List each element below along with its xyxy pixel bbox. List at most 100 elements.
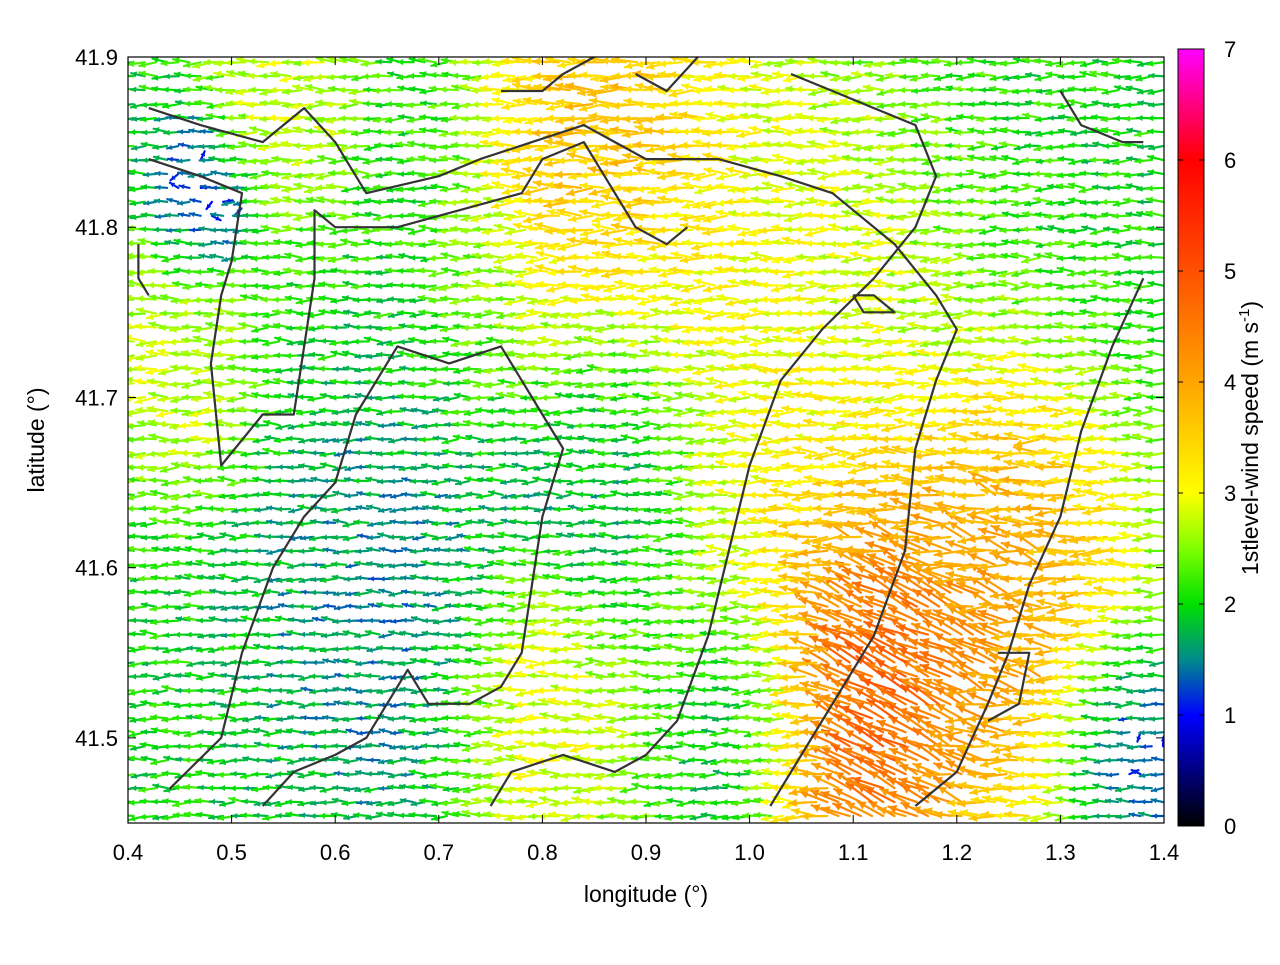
wind-vector xyxy=(324,701,335,706)
wind-vector xyxy=(391,548,402,553)
wind-vector xyxy=(298,423,313,429)
wind-vector xyxy=(368,618,380,623)
wind-vector xyxy=(741,614,760,621)
wind-vector xyxy=(386,325,403,331)
wind-vector xyxy=(1145,592,1163,598)
wind-vector xyxy=(254,701,268,707)
wind-vector xyxy=(253,520,268,526)
wind-vector xyxy=(423,731,435,737)
wind-vector xyxy=(357,756,369,761)
wind-vector xyxy=(311,590,324,596)
wind-vector xyxy=(694,99,715,106)
wind-vector xyxy=(179,142,190,147)
wind-vector xyxy=(632,617,648,623)
wind-vector xyxy=(749,422,772,429)
wind-vector xyxy=(1025,623,1051,635)
wind-vector xyxy=(492,202,514,209)
wind-vector xyxy=(264,644,279,650)
wind-vector xyxy=(120,701,134,707)
wind-vector xyxy=(936,662,962,677)
wind-vector xyxy=(535,155,559,163)
wind-vector xyxy=(653,801,670,807)
wind-vector xyxy=(759,492,782,500)
wind-vector xyxy=(212,216,221,221)
wind-vector xyxy=(849,467,872,475)
wind-vector xyxy=(881,435,906,443)
wind-vector xyxy=(541,395,559,402)
wind-vector xyxy=(155,171,167,176)
wind-vector xyxy=(949,522,973,537)
wind-vector xyxy=(401,772,413,777)
wind-vector xyxy=(1105,744,1118,750)
wind-vector xyxy=(153,227,167,233)
wind-vector xyxy=(505,229,525,236)
wind-vector xyxy=(695,188,715,195)
wind-vector xyxy=(312,660,324,666)
wind-vector xyxy=(379,588,391,593)
wind-vector xyxy=(1118,757,1130,762)
wind-vector xyxy=(277,506,291,512)
wind-vector xyxy=(345,506,357,512)
wind-vector xyxy=(345,493,357,499)
wind-vector xyxy=(329,283,346,289)
wind-vector xyxy=(323,658,335,663)
wind-vector xyxy=(780,674,805,682)
wind-vector xyxy=(800,549,827,557)
wind-vector xyxy=(366,491,380,497)
wind-vector xyxy=(298,743,313,749)
wind-vector xyxy=(206,202,211,209)
wind-vector xyxy=(276,491,291,497)
wind-vector xyxy=(730,544,749,551)
wind-vector xyxy=(506,745,526,752)
wind-vector xyxy=(1145,548,1163,555)
wind-vector xyxy=(912,491,939,499)
wind-vector xyxy=(1027,662,1051,670)
wind-vector xyxy=(299,562,312,568)
wind-vector xyxy=(730,396,749,403)
wind-vector xyxy=(557,157,581,165)
wind-vector xyxy=(751,297,771,304)
wind-vector xyxy=(190,212,201,217)
wind-vector xyxy=(751,251,771,258)
wind-vector xyxy=(567,188,593,197)
wind-vector xyxy=(386,408,402,414)
wind-vector xyxy=(964,367,984,374)
wind-vector xyxy=(795,226,816,233)
wind-vector xyxy=(1048,607,1074,615)
wind-vector xyxy=(357,701,369,706)
wind-vector xyxy=(323,547,335,552)
wind-vector xyxy=(1105,729,1119,735)
wind-vector xyxy=(378,521,391,527)
wind-vector xyxy=(300,618,313,624)
wind-vector xyxy=(391,619,402,624)
wind-vector xyxy=(411,549,425,555)
wind-vector xyxy=(452,728,469,734)
wind-vector xyxy=(579,549,592,555)
wind-vector xyxy=(324,603,335,608)
wind-vector xyxy=(1117,730,1129,735)
wind-vector xyxy=(1107,772,1118,777)
wind-vector xyxy=(1141,744,1152,749)
wind-vector xyxy=(434,687,447,693)
wind-vector xyxy=(740,335,760,342)
wind-vector xyxy=(805,230,827,238)
wind-vector xyxy=(424,603,435,608)
wind-vector xyxy=(578,491,593,497)
wind-vector xyxy=(643,731,659,737)
wind-vector xyxy=(1135,323,1152,329)
wind-vector xyxy=(1014,718,1040,726)
wind-vector xyxy=(1140,702,1151,707)
wind-vector xyxy=(253,771,268,777)
wind-vector xyxy=(1146,632,1163,638)
wind-vector xyxy=(653,477,671,484)
wind-vector xyxy=(355,645,369,651)
wind-vector xyxy=(353,338,369,344)
wind-vector xyxy=(312,715,324,720)
wind-vector xyxy=(488,549,502,555)
wind-vector xyxy=(241,743,257,749)
wind-vector xyxy=(388,603,402,609)
wind-vector xyxy=(633,141,659,149)
wind-vector xyxy=(610,463,626,469)
wind-vector xyxy=(667,744,682,750)
